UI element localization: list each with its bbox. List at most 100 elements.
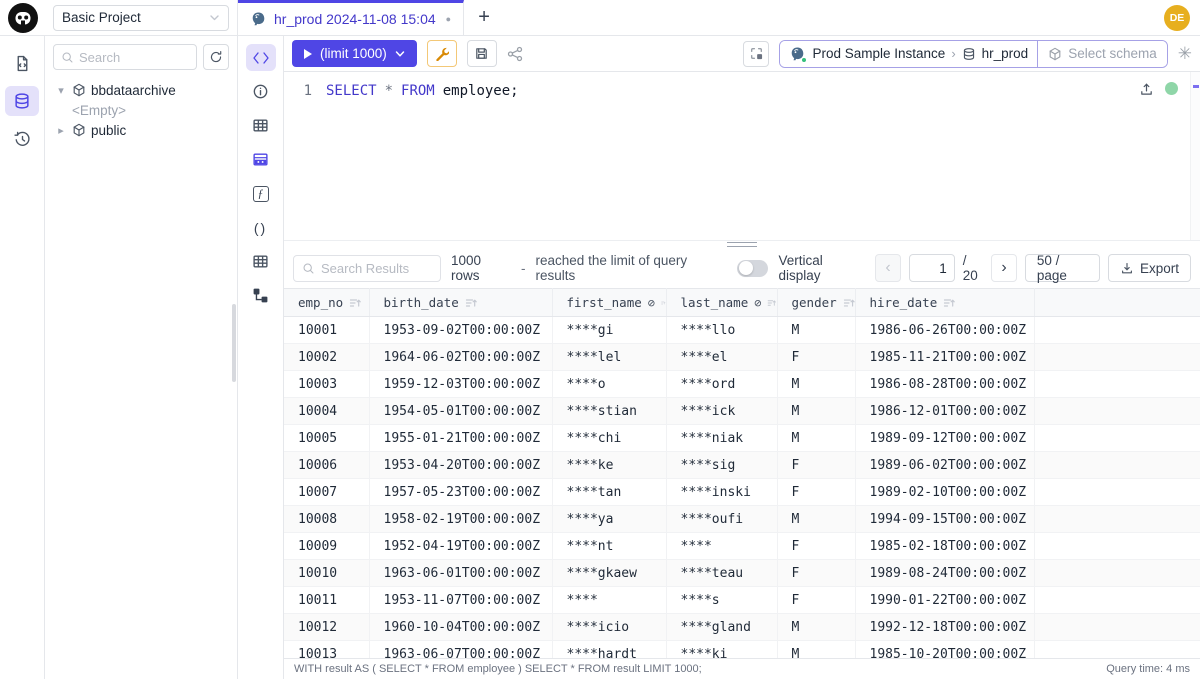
table-cell[interactable]: 1963-06-07T00:00:00Z <box>369 640 553 658</box>
sort-icon[interactable] <box>767 297 777 309</box>
tree-item-public[interactable]: ▸ public <box>45 120 237 140</box>
column-header-hire-date[interactable]: hire_date <box>855 288 1035 317</box>
table-cell[interactable]: 1989-08-24T00:00:00Z <box>855 559 1035 587</box>
table-cell[interactable]: ****llo <box>666 316 778 344</box>
table-cell[interactable]: ****gi <box>552 316 667 344</box>
table-cell[interactable]: ****ke <box>552 451 667 479</box>
table-cell[interactable]: F <box>777 586 856 614</box>
table-cell[interactable]: 10012 <box>284 613 370 641</box>
run-query-button[interactable]: (limit 1000) <box>292 40 417 67</box>
tree-collapse-icon[interactable]: ▾ <box>58 84 64 97</box>
column-header-last-name[interactable]: last_name ⊘ <box>666 288 778 317</box>
functions-panel-button[interactable]: ƒ <box>246 180 276 207</box>
table-cell[interactable]: ****icio <box>552 613 667 641</box>
user-avatar[interactable]: DE <box>1164 4 1190 31</box>
table-cell[interactable]: ****ord <box>666 370 778 398</box>
table-cell[interactable]: F <box>777 343 856 371</box>
table-cell[interactable]: 1986-06-26T00:00:00Z <box>855 316 1035 344</box>
format-sql-button[interactable] <box>426 40 457 67</box>
sort-icon[interactable] <box>465 297 477 309</box>
table-cell[interactable]: ****sig <box>666 451 778 479</box>
table-cell[interactable]: 10005 <box>284 424 370 452</box>
table-cell[interactable]: 10002 <box>284 343 370 371</box>
tree-expand-icon[interactable]: ▸ <box>58 124 64 137</box>
table-cell[interactable]: 1953-04-20T00:00:00Z <box>369 451 553 479</box>
table-cell[interactable]: 10006 <box>284 451 370 479</box>
table-cell[interactable]: ****gland <box>666 613 778 641</box>
table-cell[interactable]: 1963-06-01T00:00:00Z <box>369 559 553 587</box>
tree-search-input[interactable] <box>79 49 179 65</box>
next-page-button[interactable]: › <box>991 254 1017 282</box>
table-cell[interactable]: ****hardt <box>552 640 667 658</box>
table-cell[interactable]: 10004 <box>284 397 370 425</box>
sql-editor[interactable]: 1 SELECT * FROM employee; <box>284 72 1200 240</box>
table-cell[interactable]: 1985-02-18T00:00:00Z <box>855 532 1035 560</box>
table-cell[interactable]: 1989-09-12T00:00:00Z <box>855 424 1035 452</box>
sort-icon[interactable] <box>943 297 956 309</box>
table-cell[interactable]: M <box>777 316 856 344</box>
save-sheet-button[interactable] <box>466 40 497 67</box>
sort-icon[interactable] <box>661 297 666 309</box>
table-cell[interactable]: 10001 <box>284 316 370 344</box>
table-cell[interactable]: M <box>777 613 856 641</box>
history-nav-button[interactable] <box>5 124 39 154</box>
column-header-gender[interactable]: gender <box>777 288 856 317</box>
info-panel-button[interactable] <box>246 78 276 105</box>
table-cell[interactable]: **** <box>552 586 667 614</box>
database-nav-button[interactable] <box>5 86 39 116</box>
table-cell[interactable]: 10007 <box>284 478 370 506</box>
vertical-display-toggle[interactable] <box>737 259 769 277</box>
tree-item-bbdataarchive[interactable]: ▾ bbdataarchive <box>45 80 237 100</box>
table-cell[interactable]: 1958-02-19T00:00:00Z <box>369 505 553 533</box>
table-cell[interactable]: 1960-10-04T00:00:00Z <box>369 613 553 641</box>
table-cell[interactable]: ****stian <box>552 397 667 425</box>
table-cell[interactable]: M <box>777 424 856 452</box>
tree-search-box[interactable] <box>53 44 197 70</box>
worksheet-nav-button[interactable] <box>5 48 39 78</box>
code-view-button[interactable] <box>245 44 276 71</box>
sort-icon[interactable] <box>843 297 855 309</box>
app-logo[interactable] <box>0 0 45 35</box>
table-cell[interactable]: 10010 <box>284 559 370 587</box>
table-cell[interactable]: 1985-10-20T00:00:00Z <box>855 640 1035 658</box>
connection-instance-database[interactable]: Prod Sample Instance › hr_prod <box>780 40 1038 67</box>
views-panel-button[interactable] <box>246 248 276 275</box>
page-number-input[interactable] <box>908 254 955 282</box>
table-cell[interactable]: 1953-11-07T00:00:00Z <box>369 586 553 614</box>
table-cell[interactable]: 1964-06-02T00:00:00Z <box>369 343 553 371</box>
upload-icon[interactable] <box>1139 81 1154 96</box>
connection-panel-toggle-button[interactable] <box>743 40 770 67</box>
page-size-select[interactable]: 50 / page <box>1024 253 1100 283</box>
table-cell[interactable]: ****o <box>552 370 667 398</box>
ai-assistant-button[interactable]: ✳ <box>1177 43 1192 63</box>
table-cell[interactable]: F <box>777 478 856 506</box>
tab-worksheet[interactable]: hr_prod 2024-11-08 15:04 ● <box>238 0 465 35</box>
table-cell[interactable]: 1953-09-02T00:00:00Z <box>369 316 553 344</box>
table-cell[interactable]: M <box>777 397 856 425</box>
table-cell[interactable]: ****gkaew <box>552 559 667 587</box>
column-header-birth-date[interactable]: birth_date <box>369 288 553 317</box>
table-cell[interactable]: 1994-09-15T00:00:00Z <box>855 505 1035 533</box>
panel-resize-handle[interactable] <box>284 240 1200 248</box>
tables-panel-button[interactable] <box>246 112 276 139</box>
table-cell[interactable]: 1990-01-22T00:00:00Z <box>855 586 1035 614</box>
table-cell[interactable]: ****lel <box>552 343 667 371</box>
table-cell[interactable]: ****ick <box>666 397 778 425</box>
table-cell[interactable]: ****inski <box>666 478 778 506</box>
table-cell[interactable]: 10008 <box>284 505 370 533</box>
table-cell[interactable]: ****ya <box>552 505 667 533</box>
table-cell[interactable]: ****ki <box>666 640 778 658</box>
table-cell[interactable]: ****el <box>666 343 778 371</box>
table-cell[interactable]: 1989-06-02T00:00:00Z <box>855 451 1035 479</box>
procedures-panel-button[interactable]: () <box>246 214 276 241</box>
select-schema-button[interactable]: Select schema <box>1037 40 1167 67</box>
table-cell[interactable]: 1955-01-21T00:00:00Z <box>369 424 553 452</box>
table-cell[interactable]: 1954-05-01T00:00:00Z <box>369 397 553 425</box>
new-tab-button[interactable]: + <box>464 0 504 35</box>
table-cell[interactable]: M <box>777 640 856 658</box>
schema-diagram-button[interactable] <box>246 282 276 309</box>
table-cell[interactable]: 1957-05-23T00:00:00Z <box>369 478 553 506</box>
refresh-button[interactable] <box>203 44 229 70</box>
table-cell[interactable]: 1959-12-03T00:00:00Z <box>369 370 553 398</box>
table-cell[interactable]: ****s <box>666 586 778 614</box>
